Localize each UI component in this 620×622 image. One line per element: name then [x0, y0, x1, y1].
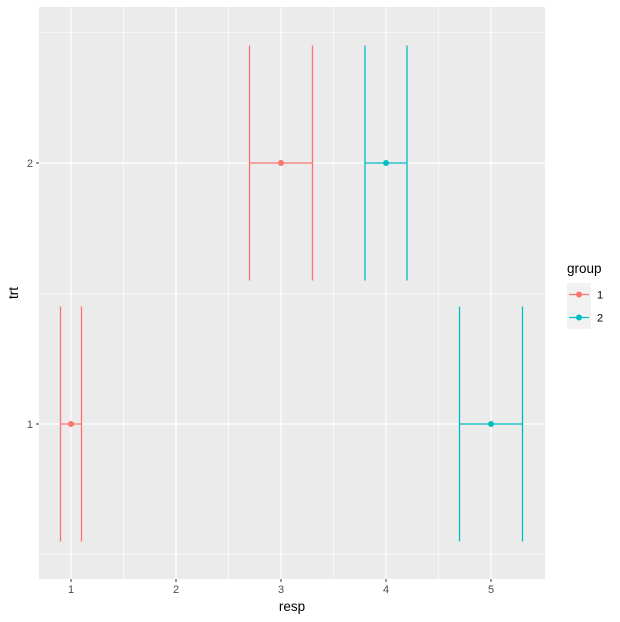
- error-bar-group-2: [364, 45, 408, 281]
- legend-title: group: [567, 261, 602, 276]
- y-tick-label: 2: [27, 158, 33, 170]
- error-bars: [59, 45, 524, 542]
- data-point: [488, 421, 494, 427]
- error-bar-group-1: [248, 45, 314, 281]
- data-point: [68, 421, 74, 427]
- x-axis: 1 2 3 4 5: [68, 579, 494, 596]
- x-tick-label: 5: [488, 584, 494, 596]
- error-bar-group-1: [59, 306, 83, 542]
- y-tick-label: 1: [27, 419, 33, 431]
- y-axis-title: trt: [6, 287, 21, 299]
- x-tick-label: 1: [68, 584, 74, 596]
- x-tick-label: 4: [383, 584, 389, 596]
- plot-panel: [39, 7, 545, 579]
- data-point: [278, 160, 284, 166]
- legend-item-1: 1: [567, 283, 603, 306]
- x-axis-title: resp: [279, 599, 305, 614]
- legend-label: 2: [597, 313, 603, 325]
- legend-label: 1: [597, 290, 603, 302]
- minor-gridlines: [39, 7, 545, 579]
- x-tick-label: 3: [278, 584, 284, 596]
- y-axis: 12: [27, 158, 39, 431]
- x-tick-label: 2: [173, 584, 179, 596]
- error-bar-group-2: [458, 306, 524, 542]
- data-point: [383, 160, 389, 166]
- legend-item-2: 2: [567, 306, 603, 329]
- legend: group 1 2: [567, 261, 603, 329]
